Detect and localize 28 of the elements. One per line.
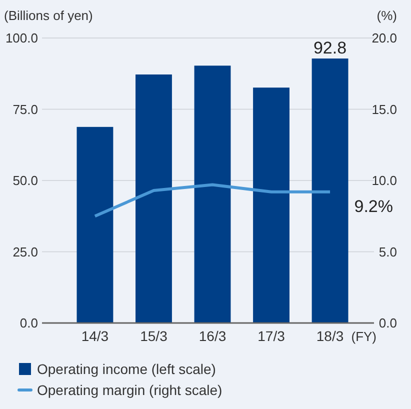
- x-tick-label: 17/3: [258, 328, 286, 344]
- line-series: [93, 183, 332, 218]
- x-tick-label: 15/3: [140, 328, 168, 344]
- y2-axis-title: (%): [376, 8, 397, 23]
- y-axis-title: (Billions of yen): [4, 8, 93, 23]
- bar: [312, 58, 348, 323]
- bar: [136, 74, 172, 323]
- x-tick-label: 14/3: [81, 328, 109, 344]
- legend-label: Operating margin (right scale): [37, 382, 222, 398]
- x-tick-label: 16/3: [198, 328, 226, 344]
- bar: [253, 88, 290, 323]
- data-label: 9.2%: [354, 196, 393, 216]
- bar: [76, 126, 114, 323]
- y-tick-label: 50.0: [12, 173, 38, 188]
- x-tick-label: 18/3: [316, 328, 344, 344]
- y2-tick-label: 5.0: [378, 244, 397, 260]
- x-axis-title: (FY): [351, 329, 377, 344]
- bar: [194, 66, 231, 323]
- y2-tick-label: 0.0: [378, 316, 397, 331]
- y2-tick-label: 20.0: [372, 30, 397, 46]
- y2-tick-label: 10.0: [372, 173, 397, 188]
- y2-tick-label: 15.0: [372, 102, 397, 117]
- legend-label: Operating income (left scale): [37, 361, 216, 377]
- y-tick-label: 75.0: [12, 102, 38, 117]
- y-tick-label: 0.0: [20, 316, 38, 331]
- data-label: 92.8: [313, 38, 347, 58]
- y-tick-label: 100.0: [5, 30, 38, 46]
- y-tick-label: 25.0: [12, 244, 38, 260]
